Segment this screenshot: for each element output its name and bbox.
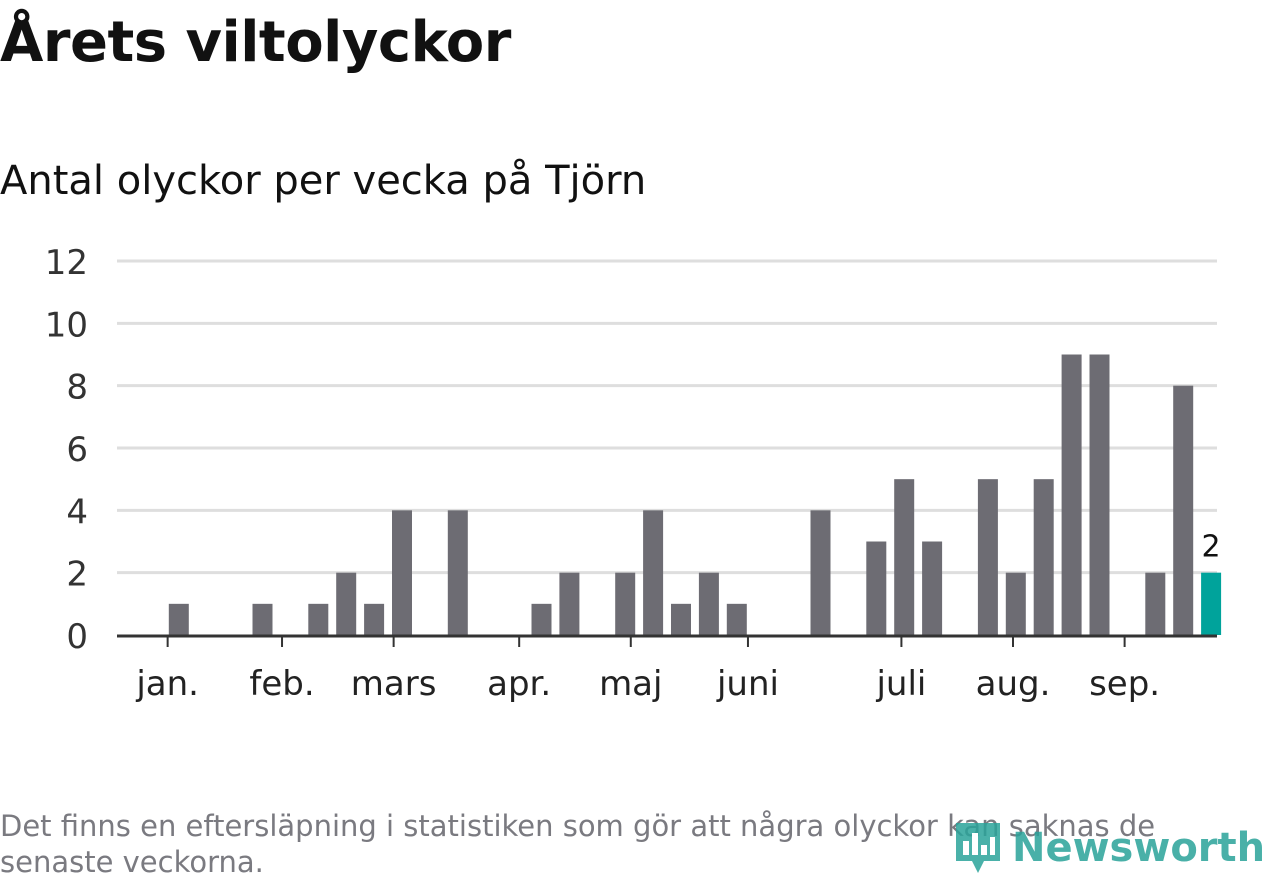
- bar: [977, 479, 998, 635]
- bar: [922, 541, 943, 635]
- bar: [364, 603, 385, 635]
- bar: [252, 603, 273, 635]
- bar: [643, 510, 664, 635]
- bar: [894, 479, 915, 635]
- bar: [392, 510, 412, 635]
- bar: [726, 603, 747, 635]
- x-tick-label: maj: [599, 664, 662, 704]
- bar: [1089, 354, 1110, 635]
- bar: [308, 603, 329, 635]
- bar: [615, 572, 636, 635]
- bar: [866, 541, 887, 635]
- y-tick-label: 0: [66, 617, 88, 657]
- x-tick-label: jan.: [135, 664, 199, 704]
- chart-title: Årets viltolyckor: [0, 10, 511, 75]
- bar: [1173, 385, 1194, 635]
- bar: [336, 572, 357, 635]
- x-tick-label: sep.: [1089, 664, 1160, 704]
- bar: [1033, 479, 1054, 635]
- data-labels: 2: [1202, 530, 1221, 565]
- bars: [168, 354, 1222, 635]
- bar: [810, 510, 831, 635]
- y-tick-label: 8: [66, 368, 88, 408]
- grid-lines: [117, 259, 1217, 575]
- x-tick-label: apr.: [487, 664, 551, 704]
- x-axis-ticks: jan. feb. mars apr. maj juni juli aug. sep.: [135, 636, 1160, 704]
- x-tick-label: feb.: [249, 664, 314, 704]
- bar: [671, 603, 691, 635]
- newsworthy-logo: Newsworthy: [952, 818, 1262, 878]
- y-axis-ticks: 0 2 4 6 8 10 12: [45, 243, 88, 657]
- bar-chart: 0 2 4 6 8 10 12 jan. feb. mars apr. maj juni juli aug…: [45, 243, 1222, 704]
- bar: [559, 572, 580, 635]
- y-tick-label: 12: [45, 243, 88, 283]
- y-tick-label: 2: [66, 555, 88, 595]
- y-tick-label: 6: [66, 430, 88, 470]
- bar: [447, 510, 468, 635]
- bar: [1061, 354, 1082, 635]
- data-label-last: 2: [1202, 530, 1221, 565]
- x-tick-label: mars: [351, 664, 437, 704]
- x-tick-label: juni: [716, 664, 779, 704]
- logo-text: Newsworthy: [1012, 825, 1262, 871]
- bar-highlight: [1201, 572, 1222, 635]
- bar: [698, 572, 719, 635]
- bar: [1005, 572, 1026, 635]
- bar: [168, 603, 189, 635]
- bar-chart-pin-icon: [956, 823, 1000, 873]
- x-tick-label: aug.: [976, 664, 1051, 704]
- bar: [531, 603, 552, 635]
- bar: [1145, 572, 1166, 635]
- y-tick-label: 10: [45, 305, 88, 345]
- x-tick-label: juli: [875, 664, 926, 704]
- y-tick-label: 4: [66, 492, 88, 532]
- chart-subtitle: Antal olyckor per vecka på Tjörn: [0, 158, 647, 204]
